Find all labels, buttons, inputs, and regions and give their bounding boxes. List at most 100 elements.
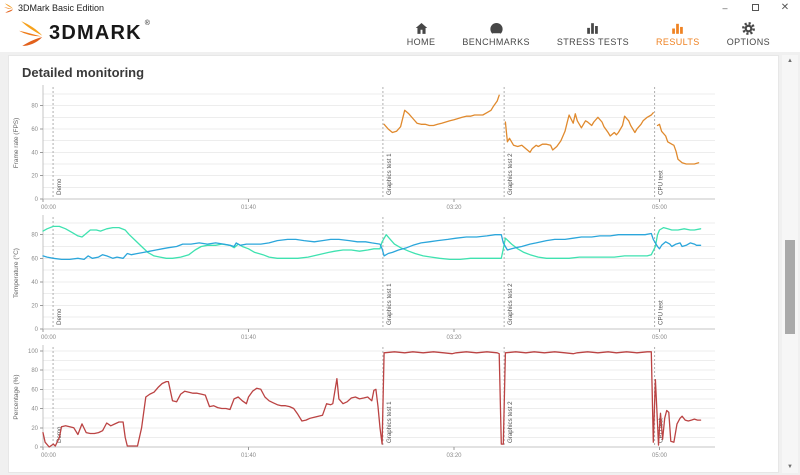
percentage-line: [42, 351, 702, 448]
maximize-icon: [751, 4, 759, 11]
svg-text:20: 20: [31, 426, 38, 432]
results-page: Detailed monitoring 0 20 40 60 80 00:00 01:40 0…: [0, 52, 800, 475]
svg-text:Demo: Demo: [56, 308, 63, 325]
app-logo: 3DMARK ®: [18, 20, 150, 47]
svg-text:20: 20: [31, 303, 38, 309]
temperature-teal-line: [42, 225, 702, 261]
app-logo-icon: [4, 2, 14, 13]
temperature-blue-line: [42, 232, 702, 261]
svg-text:Graphics test 2: Graphics test 2: [507, 153, 514, 195]
svg-text:40: 40: [31, 280, 38, 286]
svg-text:Graphics test 2: Graphics test 2: [507, 283, 514, 325]
nav-options[interactable]: OPTIONS: [727, 21, 770, 47]
nav-benchmarks[interactable]: BENCHMARKS: [462, 21, 530, 47]
svg-text:0: 0: [35, 197, 39, 203]
frame-rate-line: [656, 123, 700, 165]
frame-rate-line: [504, 112, 654, 153]
event-markers: Demo Graphics test 1 Graphics test 2 CPU te…: [52, 347, 665, 447]
maximize-button[interactable]: [740, 0, 770, 15]
svg-text:Graphics test 1: Graphics test 1: [386, 401, 393, 443]
axes: [42, 85, 715, 200]
y-axis-label: Temperature (°C): [12, 248, 20, 298]
gauge-icon: [490, 22, 503, 34]
logo-text: 3DMARK: [49, 22, 142, 44]
svg-text:01:40: 01:40: [241, 453, 257, 459]
event-markers: Demo Graphics test 1 Graphics test 2 CPU te…: [52, 217, 665, 329]
svg-text:03:20: 03:20: [447, 453, 463, 459]
temperature-chart: 0 20 40 60 80 00:00 01:40 03:20 05:00 Temperature…: [12, 215, 715, 341]
svg-text:03:20: 03:20: [447, 205, 463, 211]
svg-text:40: 40: [31, 150, 38, 156]
tick-labels: 0 20 40 60 80 100 00:00 01:40 03:20 05:00: [28, 349, 668, 459]
window-controls: – ✕: [710, 0, 800, 15]
bar-chart-icon: [587, 22, 599, 34]
svg-text:Demo: Demo: [56, 178, 63, 195]
svg-text:CPU test: CPU test: [658, 418, 665, 443]
svg-text:Graphics test 1: Graphics test 1: [386, 283, 393, 325]
nav-label: RESULTS: [656, 36, 700, 47]
nav-home[interactable]: HOME: [407, 21, 436, 47]
svg-text:20: 20: [31, 174, 38, 180]
nav-label: STRESS TESTS: [556, 36, 630, 47]
monitoring-charts: 0 20 40 60 80 00:00 01:40 03:20 05:00 Frame rate …: [9, 83, 778, 465]
svg-text:Graphics test 2: Graphics test 2: [507, 401, 514, 443]
minimize-button[interactable]: –: [722, 2, 728, 13]
app-header: 3DMARK ® HOME BENCHMARKS ST: [0, 15, 800, 52]
gridlines: [43, 350, 715, 438]
window-title: 3DMark Basic Edition: [18, 2, 105, 13]
page-title: Detailed monitoring: [22, 65, 145, 80]
gridlines: [43, 93, 715, 188]
scrollbar-thumb[interactable]: [785, 240, 795, 334]
svg-text:00:00: 00:00: [41, 205, 57, 211]
nav-label: HOME: [406, 36, 436, 47]
svg-text:05:00: 05:00: [652, 205, 668, 211]
svg-text:CPU test: CPU test: [658, 170, 665, 195]
framerate-chart: 0 20 40 60 80 00:00 01:40 03:20 05:00 Frame rate …: [13, 85, 715, 211]
event-markers: Demo Graphics test 1 Graphics test 2 CPU te…: [52, 87, 665, 199]
main-nav: HOME BENCHMARKS STRESS TESTS RESULTS: [407, 21, 770, 47]
scrollbar-down-icon[interactable]: ▼: [787, 464, 793, 470]
detailed-monitoring-card: Detailed monitoring 0 20 40 60 80 00:00 01:40 0…: [8, 55, 779, 473]
svg-text:0: 0: [35, 327, 39, 333]
axes: [42, 345, 715, 448]
vertical-scrollbar[interactable]: ▲ ▼: [782, 55, 798, 473]
bar-chart-icon: [672, 23, 684, 34]
nav-results[interactable]: RESULTS: [656, 21, 700, 47]
nav-label: OPTIONS: [726, 36, 770, 47]
svg-text:60: 60: [31, 127, 38, 133]
svg-text:40: 40: [31, 407, 38, 413]
frame-rate-line: [383, 94, 500, 134]
gear-icon: [741, 21, 755, 35]
gridlines: [43, 222, 715, 318]
svg-text:00:00: 00:00: [41, 335, 57, 341]
svg-text:Graphics test 1: Graphics test 1: [386, 153, 393, 195]
svg-text:01:40: 01:40: [241, 205, 257, 211]
logo-swoosh-icon: [19, 21, 43, 46]
svg-text:80: 80: [31, 104, 38, 110]
svg-text:100: 100: [28, 349, 39, 355]
tick-labels: 0 20 40 60 80 00:00 01:40 03:20 05:00: [31, 233, 667, 341]
y-axis-label: Frame rate (FPS): [13, 118, 20, 169]
svg-text:01:40: 01:40: [241, 335, 257, 341]
svg-text:CPU test: CPU test: [658, 300, 665, 325]
y-axis-label: Percentage (%): [13, 374, 20, 419]
registered-mark: ®: [144, 20, 150, 27]
axes: [42, 215, 715, 330]
svg-text:00:00: 00:00: [41, 453, 57, 459]
svg-text:05:00: 05:00: [652, 335, 668, 341]
percentage-chart: 0 20 40 60 80 100 00:00 01:40 03:20 05:00 Percenta…: [13, 345, 715, 459]
svg-text:80: 80: [31, 233, 38, 239]
close-button[interactable]: ✕: [780, 2, 790, 13]
svg-text:03:20: 03:20: [447, 335, 463, 341]
nav-stress-tests[interactable]: STRESS TESTS: [557, 21, 629, 47]
home-icon: [415, 22, 427, 34]
nav-label: BENCHMARKS: [462, 36, 530, 47]
svg-text:0: 0: [35, 445, 39, 451]
svg-text:05:00: 05:00: [652, 453, 668, 459]
svg-text:60: 60: [31, 387, 38, 393]
svg-text:60: 60: [31, 256, 38, 262]
title-bar: 3DMark Basic Edition – ✕: [0, 0, 800, 15]
svg-text:80: 80: [31, 368, 38, 374]
scrollbar-up-icon[interactable]: ▲: [787, 58, 793, 64]
